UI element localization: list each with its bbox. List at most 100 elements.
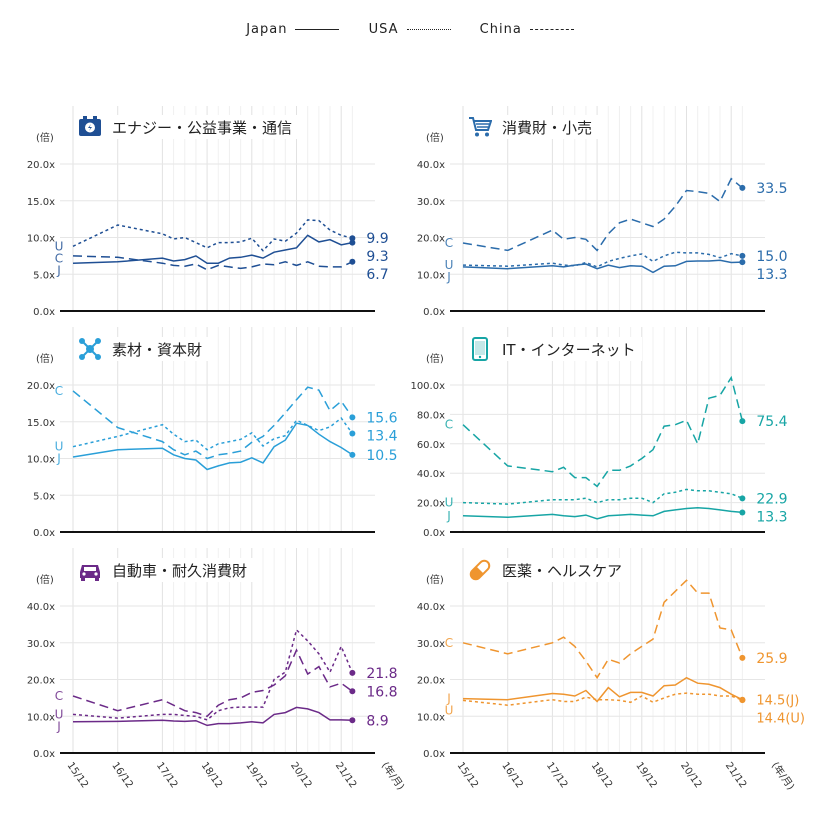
legend-usa-label: USA [368, 22, 399, 37]
series-start-letter: C [55, 251, 63, 265]
series-start-letter: J [56, 263, 61, 277]
x-tick-label: 19/12 [243, 760, 269, 790]
series-end-value: 9.9 [366, 231, 388, 247]
series-end-value: 21.8 [366, 666, 397, 682]
x-tick-label: 20/12 [678, 760, 704, 790]
legend-japan: Japan [246, 22, 340, 37]
y-tick-label: 0.0x [33, 528, 55, 539]
x-tick-label: 18/12 [199, 760, 225, 790]
series-end-marker [349, 239, 356, 246]
y-tick-label: 15.0x [27, 197, 55, 208]
y-tick-label: 30.0x [417, 197, 445, 208]
y-tick-label: 0.0x [33, 749, 55, 760]
panel-title-consumer: 消費財・小売 [468, 115, 599, 139]
series-end-value: 6.7 [366, 267, 388, 283]
series-end-value: 13.4 [366, 428, 397, 444]
series-line-china [72, 386, 354, 460]
panel-title-energy: エナジー・公益事業・通信 [78, 115, 299, 139]
series-line-usa [72, 219, 353, 252]
panel-2: 0.0x 5.0x 10.0x 15.0x 20.0x (倍) C UJ 15.6 13.4 10.… [27, 327, 398, 539]
x-tick-label: 16/12 [499, 760, 525, 790]
y-tick-label: 30.0x [27, 639, 55, 650]
x-tick-label: 17/12 [154, 760, 180, 790]
series-line-usa [462, 692, 743, 706]
legend-japan-label: Japan [246, 22, 288, 37]
series-line-china [462, 375, 744, 488]
panel-4: 0.0x 10.0x 20.0x 30.0x 40.0x (倍) CUJ 21.8 16.8 8.… [27, 548, 408, 792]
series-end-value: 8.9 [366, 713, 388, 729]
series-line-china [72, 255, 353, 271]
panel-3: 0.0x 20.0x 40.0x 60.0x 80.0x 100.0x (倍) C UJ 75.4… [410, 327, 788, 539]
legend-japan-swatch [295, 29, 340, 30]
legend-china-label: China [479, 22, 522, 37]
molecule-icon [79, 338, 101, 360]
series-start-letter: U [55, 239, 64, 253]
series-end-marker [739, 509, 746, 516]
y-tick-label: 20.0x [27, 381, 55, 392]
legend-china-swatch [529, 29, 574, 30]
y-tick-label: 100.0x [410, 381, 445, 392]
series-end-marker [349, 430, 356, 437]
series-end-marker [739, 697, 746, 704]
series-end-value: 22.9 [756, 491, 787, 507]
series-end-marker [739, 184, 746, 191]
legend-usa-swatch [406, 29, 451, 30]
series-start-letter: C [445, 418, 453, 432]
y-tick-label: 5.0x [33, 270, 55, 281]
panel-title-materials: 素材・資本財 [78, 337, 209, 361]
series-end-marker [349, 669, 356, 676]
y-tick-label: 40.0x [417, 469, 445, 480]
series-start-letter: U [445, 704, 454, 718]
x-tick-label: 16/12 [109, 760, 135, 790]
panel-title-text: 素材・資本財 [112, 340, 203, 359]
series-end-value: 9.3 [366, 249, 388, 265]
series-end-marker [739, 259, 746, 266]
y-tick-label: 30.0x [417, 639, 445, 650]
series-end-marker [349, 414, 356, 421]
series-start-letter: U [55, 440, 64, 454]
series-end-marker [349, 451, 356, 458]
series-end-value: 14.5(J) [756, 694, 799, 709]
series-end-value: 10.5 [366, 448, 397, 464]
y-tick-label: 40.0x [417, 602, 445, 613]
series-end-marker [739, 495, 746, 502]
series-start-letter: J [446, 692, 451, 706]
y-tick-label: 80.0x [417, 410, 445, 421]
y-tick-label: 20.0x [27, 676, 55, 687]
x-tick-label: 21/12 [333, 760, 359, 790]
y-tick-label: 0.0x [33, 307, 55, 318]
y-tick-label: 20.0x [417, 676, 445, 687]
panel-0: 0.0x 5.0x 10.0x 15.0x 20.0x (倍) UCJ 9.9 9.3 6.7 [27, 106, 389, 318]
series-start-letter: C [445, 636, 453, 650]
series-start-letter: C [55, 689, 63, 703]
series-start-letter: J [56, 452, 61, 466]
y-tick-label: 5.0x [33, 491, 55, 502]
series-line-japan [462, 676, 743, 703]
y-tick-label: 15.0x [27, 418, 55, 429]
x-unit-label: (年/月) [379, 759, 408, 792]
series-start-letter: C [445, 236, 453, 250]
series-line-china [72, 648, 353, 718]
series-end-value: 33.5 [756, 181, 787, 197]
series-end-value: 15.0 [756, 249, 787, 265]
battery-icon [79, 116, 101, 136]
y-unit-label: (倍) [36, 573, 54, 586]
series-line-japan [462, 259, 743, 274]
y-tick-label: 10.0x [417, 712, 445, 723]
car-icon [80, 565, 100, 581]
y-tick-label: 40.0x [417, 160, 445, 171]
x-tick-label: 15/12 [65, 760, 91, 790]
series-start-letter: U [55, 707, 64, 721]
x-unit-label: (年/月) [769, 759, 798, 792]
y-unit-label: (倍) [426, 352, 444, 365]
series-start-letter: U [445, 496, 454, 510]
x-tick-label: 20/12 [288, 760, 314, 790]
panel-title-auto: 自動車・耐久消費財 [78, 558, 254, 582]
series-line-usa [72, 628, 354, 721]
series-line-japan [72, 422, 353, 471]
legend-china: China [480, 22, 574, 37]
y-unit-label: (倍) [36, 131, 54, 144]
series-end-value: 16.8 [366, 684, 397, 700]
pill-icon [469, 559, 491, 581]
series-end-marker [739, 252, 746, 259]
